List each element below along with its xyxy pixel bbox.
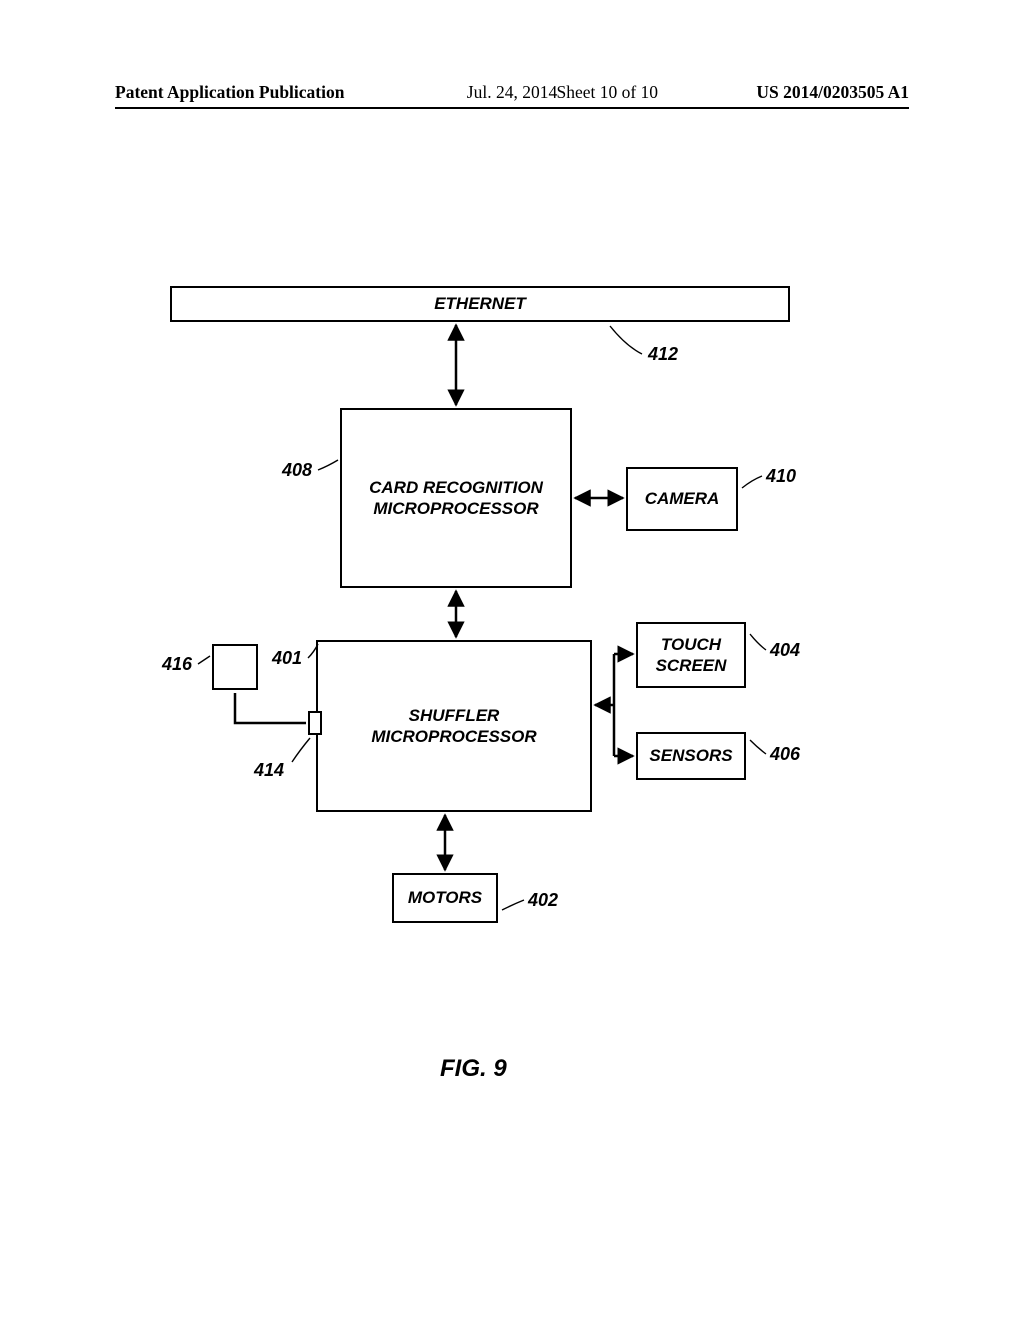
box-label: MOTORS bbox=[408, 887, 482, 908]
ref-402: 402 bbox=[528, 890, 558, 911]
box-touch-screen: TOUCHSCREEN bbox=[636, 622, 746, 688]
ref-414: 414 bbox=[254, 760, 284, 781]
leader-414 bbox=[292, 738, 310, 762]
box-shuffler: SHUFFLERMICROPROCESSOR bbox=[316, 640, 592, 812]
header-pubno: US 2014/0203505 A1 bbox=[756, 82, 909, 103]
leader-410 bbox=[742, 476, 762, 488]
box-camera: CAMERA bbox=[626, 467, 738, 531]
box-label: SHUFFLERMICROPROCESSOR bbox=[371, 705, 536, 748]
leader-416 bbox=[198, 656, 210, 664]
leader-408 bbox=[318, 460, 338, 470]
ref-406: 406 bbox=[770, 744, 800, 765]
figure-label: FIG. 9 bbox=[440, 1055, 507, 1083]
leader-404 bbox=[750, 634, 766, 650]
box-sensors: SENSORS bbox=[636, 732, 746, 780]
box-label: SENSORS bbox=[649, 745, 732, 766]
page-header: Patent Application Publication Jul. 24, … bbox=[115, 82, 909, 109]
box-blank-416 bbox=[212, 644, 258, 690]
box-label: ETHERNET bbox=[434, 293, 526, 314]
box-card-recognition: CARD RECOGNITIONMICROPROCESSOR bbox=[340, 408, 572, 588]
header-publication: Patent Application Publication bbox=[115, 82, 344, 103]
box-connector-414 bbox=[308, 711, 322, 735]
ref-408: 408 bbox=[282, 460, 312, 481]
page: Patent Application Publication Jul. 24, … bbox=[0, 0, 1024, 1320]
line-416-to-414 bbox=[235, 693, 306, 723]
leader-406 bbox=[750, 740, 766, 754]
box-label: CAMERA bbox=[645, 488, 720, 509]
box-label: CARD RECOGNITIONMICROPROCESSOR bbox=[369, 477, 543, 520]
ref-401: 401 bbox=[272, 648, 302, 669]
header-sheet: Sheet 10 of 10 bbox=[556, 82, 658, 103]
ref-410: 410 bbox=[766, 466, 796, 487]
box-ethernet: ETHERNET bbox=[170, 286, 790, 322]
ref-416: 416 bbox=[162, 654, 192, 675]
header-date: Jul. 24, 2014 bbox=[467, 82, 557, 103]
leader-412 bbox=[610, 326, 642, 354]
leader-402 bbox=[502, 900, 524, 910]
box-label: TOUCHSCREEN bbox=[656, 634, 727, 677]
ref-412: 412 bbox=[648, 344, 678, 365]
box-motors: MOTORS bbox=[392, 873, 498, 923]
ref-404: 404 bbox=[770, 640, 800, 661]
